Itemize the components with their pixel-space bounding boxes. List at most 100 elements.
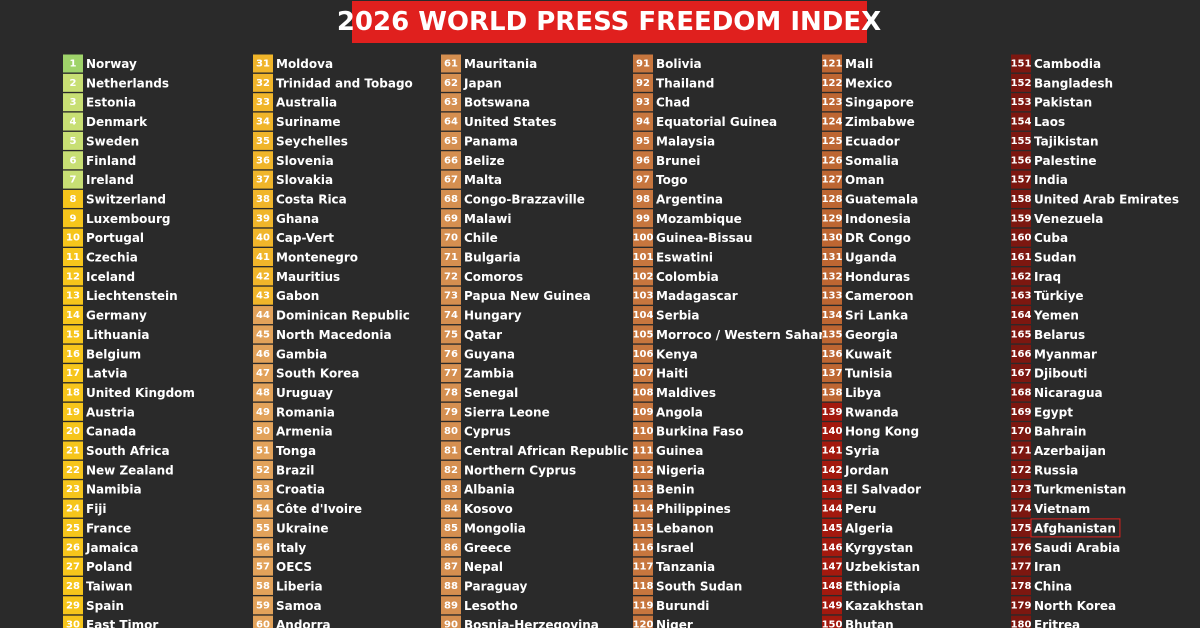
rank: 116 <box>633 542 654 553</box>
country-name: Saudi Arabia <box>1034 541 1120 555</box>
rank: 179 <box>1011 600 1032 611</box>
rank-badge <box>253 325 273 344</box>
country-name: Syria <box>845 444 880 458</box>
rank: 51 <box>256 446 270 457</box>
rank-badge <box>253 131 273 150</box>
rank: 95 <box>636 136 650 147</box>
rank: 65 <box>444 136 458 147</box>
rank: 16 <box>66 349 80 360</box>
rank-badge <box>633 480 653 499</box>
rank: 32 <box>256 78 270 89</box>
rank-badge <box>63 422 83 441</box>
rank-badge <box>1011 209 1031 228</box>
country-name: Burkina Faso <box>656 425 744 439</box>
country-name: Morroco / Western Sahara <box>656 328 832 342</box>
country-name: South Africa <box>86 444 170 458</box>
rank-badge <box>822 518 842 537</box>
rank: 19 <box>66 407 80 418</box>
country-name: Serbia <box>656 309 700 323</box>
rank-badge <box>822 248 842 266</box>
rank-badge <box>633 402 653 421</box>
rank-badge <box>822 480 842 499</box>
country-name: Sweden <box>86 134 139 148</box>
rank: 72 <box>444 271 458 282</box>
rank-badge <box>633 615 653 628</box>
rank-badge <box>253 170 273 189</box>
rank: 38 <box>256 194 270 205</box>
rank-badge <box>63 538 83 557</box>
rank: 111 <box>633 446 654 457</box>
rank: 6 <box>70 155 77 166</box>
country-name: Bosnia-Herzegovina <box>464 618 599 628</box>
rank-badge <box>253 441 273 460</box>
country-name: Turkmenistan <box>1034 483 1126 497</box>
rank-badge <box>63 306 83 325</box>
rank: 119 <box>633 600 654 611</box>
rank-badge <box>633 267 653 286</box>
rank-badge <box>441 538 461 557</box>
rank-badge <box>822 306 842 325</box>
rank-badge <box>822 286 842 305</box>
rank-badge <box>441 596 461 615</box>
rank-badge <box>253 499 273 518</box>
rank-badge <box>633 499 653 518</box>
rank: 151 <box>1011 59 1032 70</box>
rank: 142 <box>822 465 843 476</box>
rank-badge <box>1011 54 1031 73</box>
rank-badge <box>63 344 83 363</box>
country-name: Dominican Republic <box>276 309 410 323</box>
rank: 124 <box>822 117 843 128</box>
country-name: Malaysia <box>656 134 715 148</box>
rank-badge <box>63 402 83 421</box>
rank-badge <box>1011 499 1031 518</box>
country-name: South Sudan <box>656 579 742 593</box>
rank-badge <box>441 402 461 421</box>
rank: 110 <box>633 426 654 437</box>
country-name: Namibia <box>86 483 142 497</box>
rank: 64 <box>444 117 458 128</box>
rank-badge <box>441 267 461 286</box>
rank-badge <box>1011 325 1031 344</box>
country-name: Russia <box>1034 463 1078 477</box>
rank-badge <box>1011 480 1031 499</box>
country-name: Hong Kong <box>845 425 919 439</box>
country-name: Denmark <box>86 115 148 129</box>
country-name: Venezuela <box>1034 212 1103 226</box>
country-name: Gabon <box>276 289 319 303</box>
rank: 37 <box>256 175 270 186</box>
country-name: Bahrain <box>1034 425 1086 439</box>
country-name: Sri Lanka <box>845 309 908 323</box>
rank-badge <box>1011 131 1031 150</box>
rank: 61 <box>444 59 458 70</box>
rank-badge <box>441 131 461 150</box>
rank-badge <box>253 54 273 73</box>
rank-badge <box>63 325 83 344</box>
rank-badge <box>441 518 461 537</box>
rank-badge <box>822 364 842 383</box>
rank-badge <box>1011 557 1031 576</box>
country-name: Belgium <box>86 347 141 361</box>
country-name: Paraguay <box>464 579 527 593</box>
rank-badge <box>1011 441 1031 460</box>
country-name: Haiti <box>656 367 688 381</box>
rank-badge <box>1011 73 1031 92</box>
rank: 172 <box>1011 465 1032 476</box>
rank-badge <box>63 228 83 247</box>
rank: 120 <box>633 620 654 628</box>
country-name: Mongolia <box>464 521 526 535</box>
rank: 98 <box>636 194 650 205</box>
country-name: Ecuador <box>845 134 900 148</box>
country-name: Luxembourg <box>86 212 170 226</box>
rank: 30 <box>66 620 80 628</box>
rank-badge <box>441 576 461 595</box>
rank: 125 <box>822 136 843 147</box>
rank: 63 <box>444 97 458 108</box>
country-name: Tanzania <box>656 560 715 574</box>
rank-badge <box>441 499 461 518</box>
rank-badge <box>822 267 842 286</box>
rank-badge <box>633 325 653 344</box>
rank: 158 <box>1011 194 1032 205</box>
country-name: Peru <box>845 502 876 516</box>
rank-badge <box>822 189 842 208</box>
